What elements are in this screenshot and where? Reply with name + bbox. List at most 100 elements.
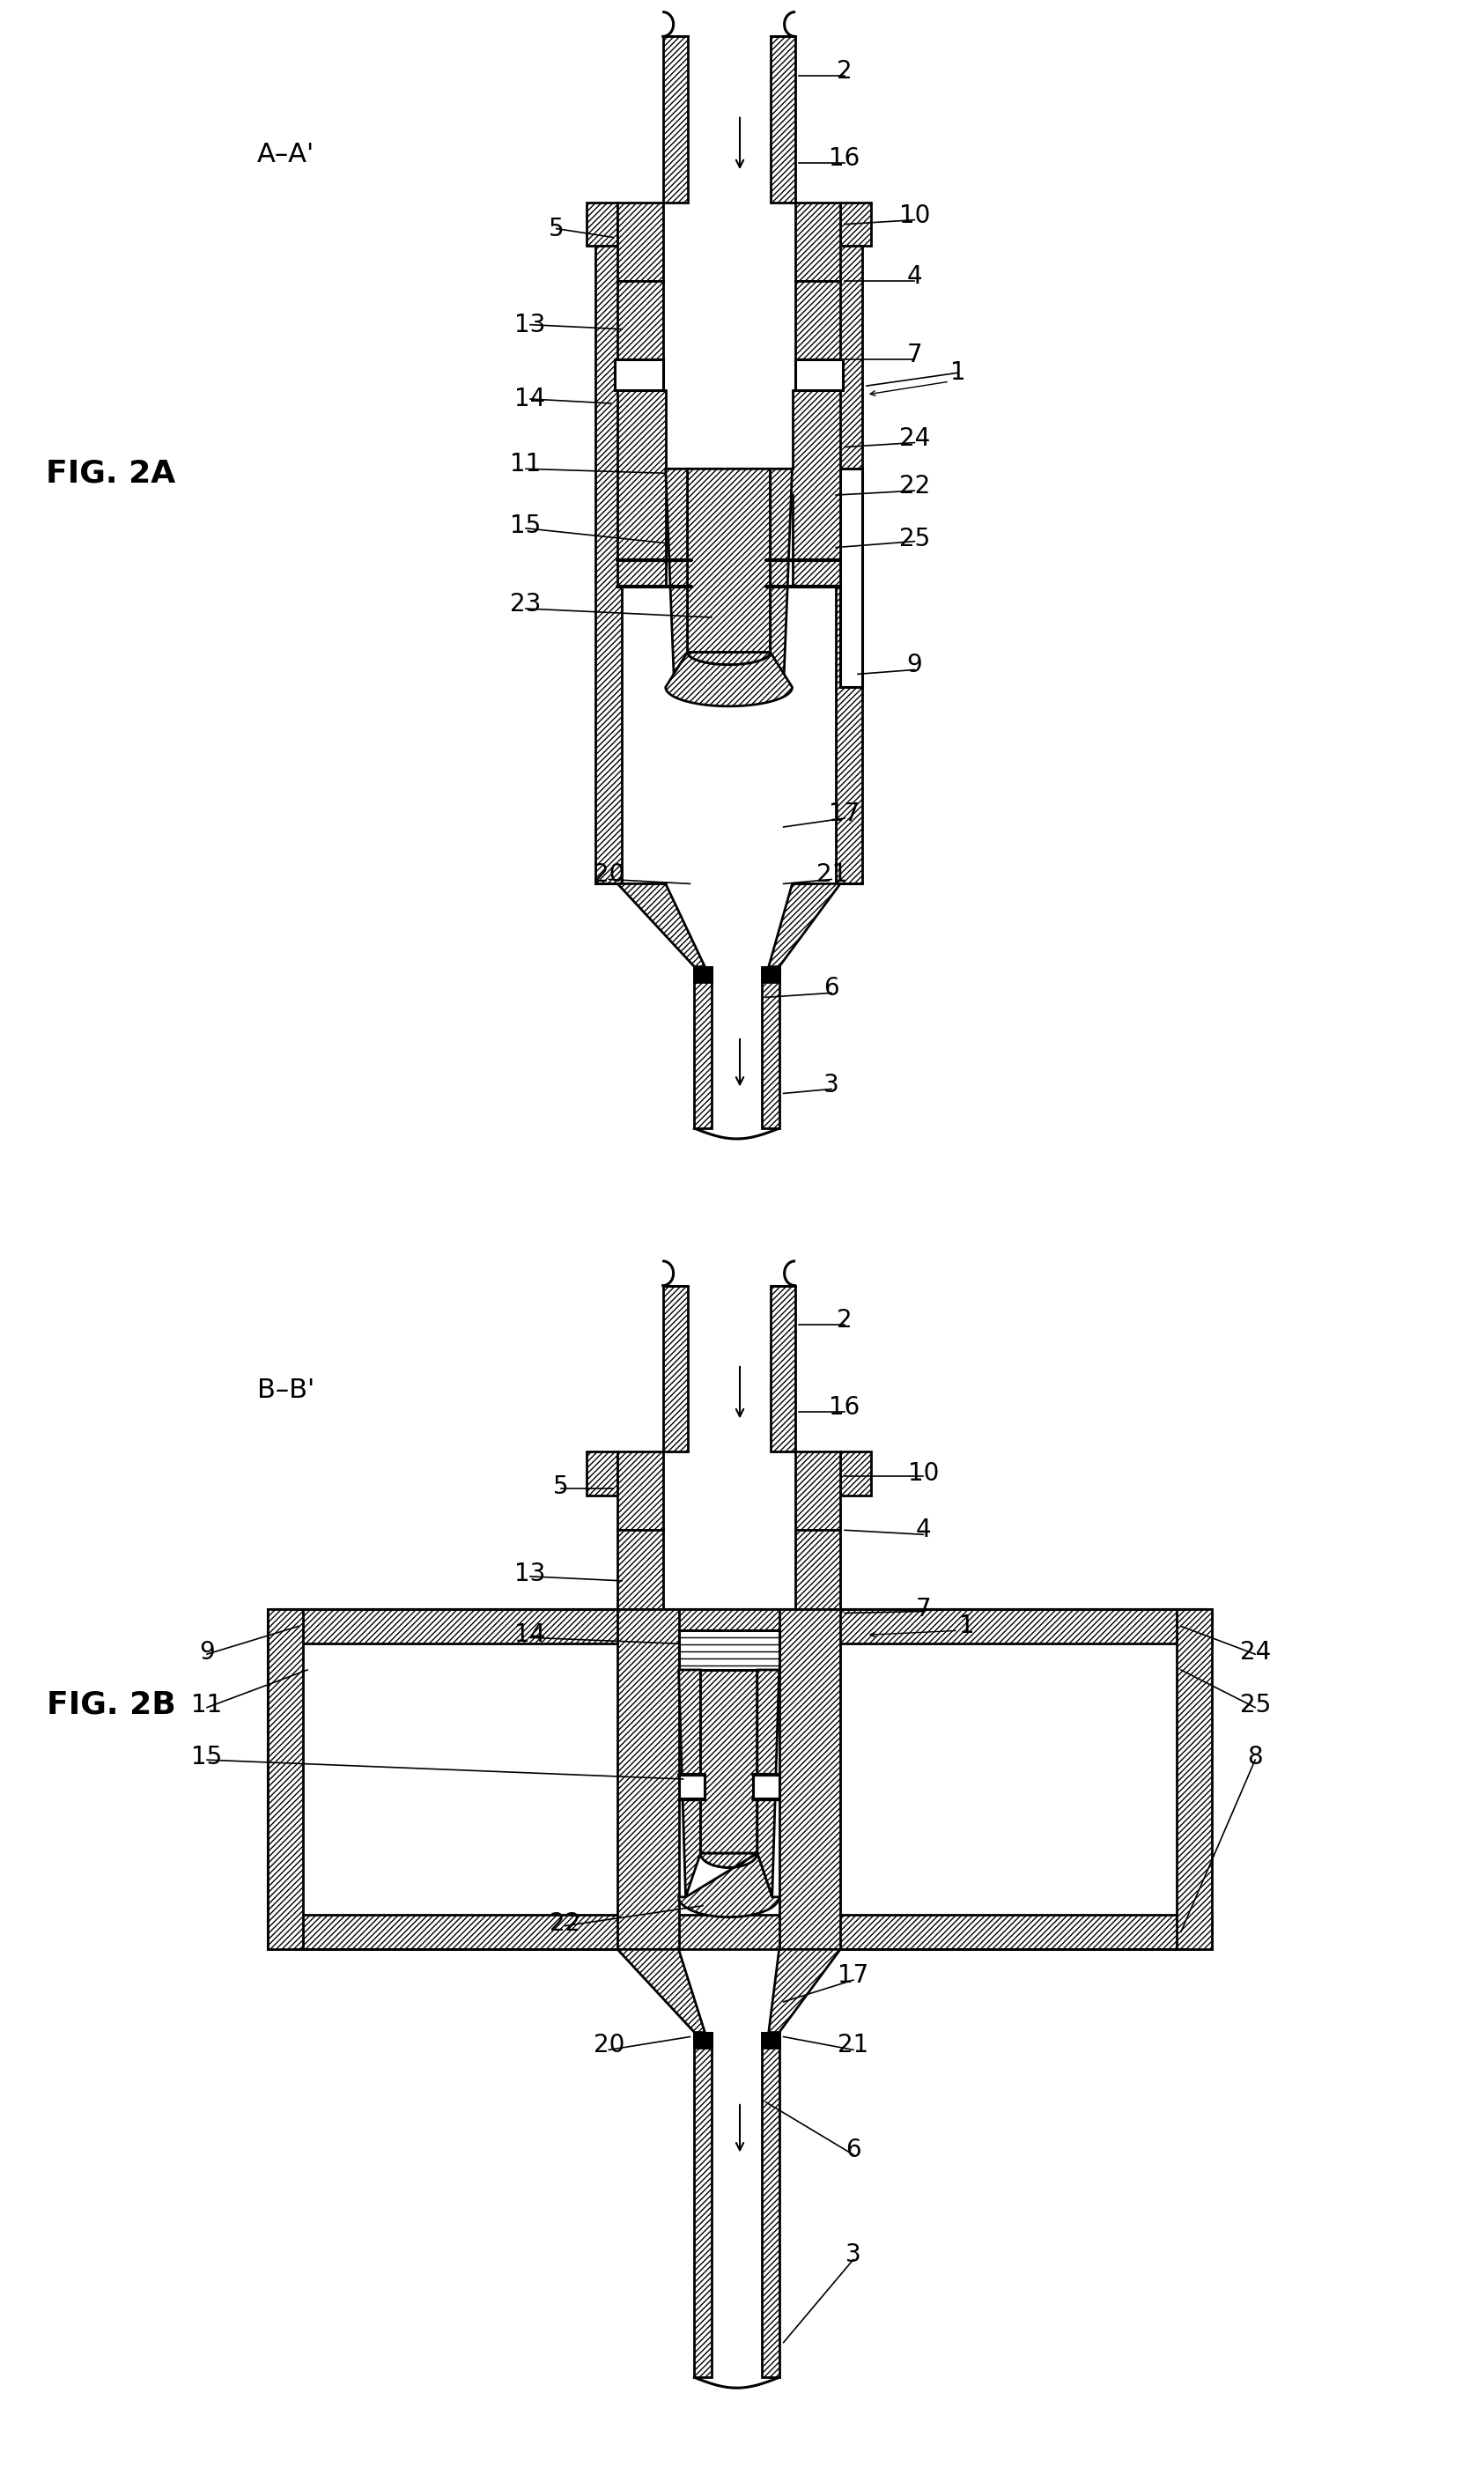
Text: 1: 1 bbox=[959, 1613, 975, 1638]
Polygon shape bbox=[695, 2034, 712, 2377]
Polygon shape bbox=[687, 468, 770, 665]
Text: 8: 8 bbox=[1248, 1745, 1263, 1770]
Polygon shape bbox=[779, 1608, 840, 1949]
Polygon shape bbox=[665, 468, 687, 687]
Text: 23: 23 bbox=[510, 592, 542, 617]
Polygon shape bbox=[617, 1531, 663, 1608]
Polygon shape bbox=[795, 281, 840, 358]
Text: 1: 1 bbox=[950, 361, 966, 386]
Text: 16: 16 bbox=[830, 1396, 861, 1421]
Text: 22: 22 bbox=[549, 1912, 580, 1936]
Text: 21: 21 bbox=[838, 2034, 870, 2058]
Polygon shape bbox=[269, 1608, 303, 1949]
Polygon shape bbox=[752, 1775, 779, 1800]
Text: 9: 9 bbox=[199, 1640, 215, 1665]
Polygon shape bbox=[269, 1608, 1211, 1949]
Polygon shape bbox=[617, 1451, 663, 1531]
Text: 4: 4 bbox=[916, 1518, 930, 1543]
Polygon shape bbox=[770, 37, 795, 202]
Polygon shape bbox=[840, 468, 862, 687]
Polygon shape bbox=[663, 1284, 687, 1451]
Polygon shape bbox=[770, 468, 792, 687]
Text: 20: 20 bbox=[594, 2034, 625, 2058]
Text: 3: 3 bbox=[824, 1073, 840, 1098]
Polygon shape bbox=[835, 246, 862, 884]
Text: 4: 4 bbox=[907, 264, 922, 289]
Text: 7: 7 bbox=[907, 343, 922, 368]
Polygon shape bbox=[795, 1451, 840, 1531]
Text: B–B': B–B' bbox=[257, 1376, 315, 1404]
Polygon shape bbox=[678, 1854, 779, 1917]
Polygon shape bbox=[617, 1608, 678, 1949]
Polygon shape bbox=[840, 202, 871, 246]
Text: FIG. 2A: FIG. 2A bbox=[46, 458, 175, 488]
Polygon shape bbox=[769, 884, 840, 966]
Text: 25: 25 bbox=[899, 525, 930, 550]
Text: 11: 11 bbox=[191, 1693, 223, 1717]
Text: 14: 14 bbox=[515, 1623, 546, 1648]
Text: 2: 2 bbox=[837, 1309, 852, 1332]
Polygon shape bbox=[757, 1670, 779, 1897]
Polygon shape bbox=[617, 1949, 705, 2034]
Polygon shape bbox=[617, 391, 692, 565]
Polygon shape bbox=[1177, 1608, 1211, 1949]
Polygon shape bbox=[617, 560, 665, 587]
Polygon shape bbox=[795, 358, 843, 391]
Polygon shape bbox=[303, 1643, 1177, 1914]
Polygon shape bbox=[695, 966, 712, 1128]
Text: 6: 6 bbox=[824, 976, 840, 1001]
Text: 16: 16 bbox=[830, 147, 861, 172]
Polygon shape bbox=[695, 2034, 712, 2048]
Text: 5: 5 bbox=[549, 217, 564, 241]
Polygon shape bbox=[678, 1630, 779, 1670]
Polygon shape bbox=[761, 2034, 779, 2048]
Text: 13: 13 bbox=[515, 314, 546, 336]
Text: 11: 11 bbox=[510, 453, 542, 478]
Text: FIG. 2B: FIG. 2B bbox=[46, 1690, 175, 1720]
Polygon shape bbox=[770, 1284, 795, 1451]
Text: 10: 10 bbox=[908, 1461, 939, 1486]
Text: 13: 13 bbox=[515, 1561, 546, 1585]
Text: 22: 22 bbox=[899, 473, 930, 498]
Polygon shape bbox=[588, 1451, 617, 1496]
Polygon shape bbox=[269, 1914, 1211, 1949]
Polygon shape bbox=[617, 884, 705, 966]
Polygon shape bbox=[595, 246, 622, 884]
Polygon shape bbox=[678, 1670, 700, 1897]
Text: 10: 10 bbox=[899, 204, 930, 229]
Polygon shape bbox=[617, 202, 663, 281]
Text: 15: 15 bbox=[510, 513, 542, 538]
Polygon shape bbox=[795, 1531, 840, 1608]
Polygon shape bbox=[700, 1670, 757, 1867]
Polygon shape bbox=[761, 966, 779, 1128]
Text: 20: 20 bbox=[594, 864, 625, 889]
Text: 21: 21 bbox=[816, 864, 847, 889]
Text: 17: 17 bbox=[838, 1964, 870, 1989]
Polygon shape bbox=[269, 1608, 1211, 1643]
Polygon shape bbox=[588, 202, 617, 246]
Text: 25: 25 bbox=[1239, 1693, 1270, 1717]
Polygon shape bbox=[678, 1775, 705, 1800]
Polygon shape bbox=[761, 2034, 779, 2377]
Polygon shape bbox=[840, 1451, 871, 1496]
Text: 24: 24 bbox=[1239, 1640, 1270, 1665]
Text: 9: 9 bbox=[907, 652, 923, 677]
Text: 2: 2 bbox=[837, 60, 852, 85]
Text: 6: 6 bbox=[846, 2138, 861, 2163]
Text: 14: 14 bbox=[515, 386, 546, 411]
Text: 3: 3 bbox=[846, 2243, 861, 2267]
Polygon shape bbox=[663, 37, 687, 202]
Polygon shape bbox=[614, 358, 663, 391]
Text: 5: 5 bbox=[554, 1473, 568, 1498]
Polygon shape bbox=[665, 652, 792, 707]
Text: A–A': A–A' bbox=[257, 142, 315, 167]
Polygon shape bbox=[792, 560, 840, 587]
Text: 15: 15 bbox=[191, 1745, 223, 1770]
Polygon shape bbox=[769, 1949, 840, 2034]
Text: 7: 7 bbox=[916, 1595, 930, 1620]
Polygon shape bbox=[695, 966, 712, 983]
Polygon shape bbox=[795, 202, 840, 281]
Text: 17: 17 bbox=[830, 801, 861, 826]
Text: 24: 24 bbox=[899, 426, 930, 451]
Polygon shape bbox=[766, 391, 840, 565]
